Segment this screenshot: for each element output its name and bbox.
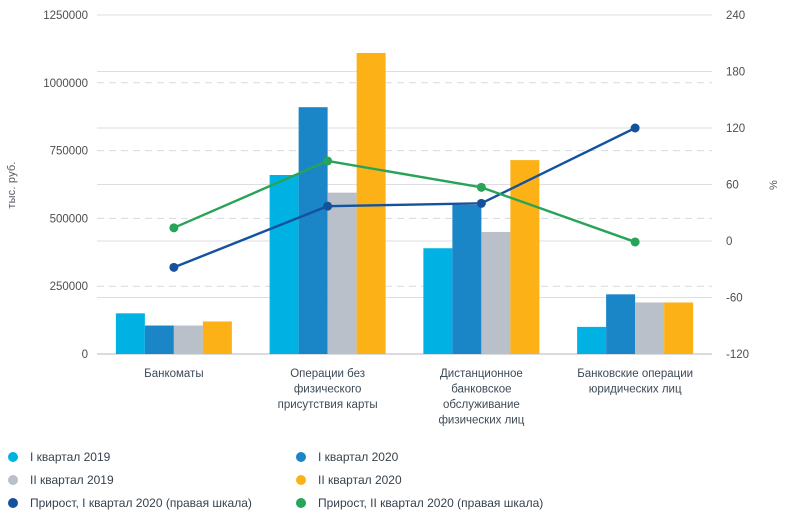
svg-text:-120: -120 <box>726 349 749 361</box>
right-axis-tick-labels: -120 -60 0 60 120 180 240 <box>726 10 749 361</box>
svg-text:180: 180 <box>726 67 745 79</box>
legend-dot-icon <box>8 474 18 485</box>
legend-column-1: I квартал 2019 II квартал 2019 Прирост, … <box>8 448 296 517</box>
legend-label: II квартал 2020 <box>318 472 402 487</box>
bar-series-1 <box>144 107 636 354</box>
svg-text:750000: 750000 <box>50 146 88 158</box>
bar <box>327 192 357 354</box>
bar-series-2 <box>173 192 665 354</box>
line-marker <box>476 198 486 208</box>
gridlines <box>97 14 712 298</box>
legend-dot-icon <box>296 497 306 508</box>
bar <box>664 302 694 354</box>
legend-item: Прирост, I квартал 2020 (правая шкала) <box>8 494 296 511</box>
bar <box>144 325 174 354</box>
legend-item: Прирост, II квартал 2020 (правая шкала) <box>296 494 543 511</box>
legend-dot-icon <box>8 451 18 462</box>
right-axis-title: % <box>768 180 780 190</box>
legend-dot-icon <box>296 474 306 485</box>
bar-series-3 <box>202 52 694 355</box>
legend-item: I квартал 2020 <box>296 448 543 465</box>
bar <box>173 325 203 354</box>
svg-text:-60: -60 <box>726 293 743 305</box>
line-marker <box>323 201 333 211</box>
left-axis-tick-labels: 0 250000 500000 750000 1000000 1250000 <box>43 10 88 361</box>
legend-column-2: I квартал 2020 II квартал 2020 Прирост, … <box>296 448 543 517</box>
legend-item: I квартал 2019 <box>8 448 296 465</box>
chart-area: тыс. руб. % 0 250000 500000 750000 1000000 12… <box>6 10 780 427</box>
bar <box>115 313 145 354</box>
line-marker <box>169 223 179 233</box>
legend-label: Прирост, I квартал 2020 (правая шкала) <box>30 495 252 510</box>
line-series-1 <box>169 156 640 247</box>
legend-label: I квартал 2019 <box>30 449 111 464</box>
svg-text:Банкоматы: Банкоматы <box>144 368 203 380</box>
bar <box>423 248 453 354</box>
line-marker <box>476 182 486 192</box>
legend-label: II квартал 2019 <box>30 472 114 487</box>
bar <box>577 326 607 354</box>
line-marker <box>630 237 640 247</box>
bar <box>635 302 665 354</box>
svg-text:1000000: 1000000 <box>43 78 88 90</box>
svg-text:120: 120 <box>726 123 745 135</box>
svg-text:240: 240 <box>726 10 745 22</box>
legend-label: I квартал 2020 <box>318 449 399 464</box>
svg-text:250000: 250000 <box>50 281 88 293</box>
bar <box>481 231 511 354</box>
combo-bar-line-chart: 0 250000 500000 750000 1000000 1250000 -120 -60… <box>43 10 749 427</box>
legend-dot-icon <box>8 497 18 508</box>
line-marker <box>169 262 179 272</box>
bar <box>356 52 386 355</box>
bar <box>269 175 299 354</box>
line-marker <box>323 156 333 166</box>
chart-legend: I квартал 2019 II квартал 2019 Прирост, … <box>8 448 792 517</box>
bar <box>298 107 328 354</box>
svg-text:60: 60 <box>726 180 739 192</box>
bar <box>452 204 482 354</box>
svg-text:500000: 500000 <box>50 213 88 225</box>
category-labels: Банкоматы Операции без физического присутст… <box>144 368 693 427</box>
legend-item: II квартал 2019 <box>8 471 296 488</box>
left-axis-title: тыс. руб. <box>6 161 18 209</box>
legend-item: II квартал 2020 <box>296 471 543 488</box>
line-series-0 <box>169 123 640 272</box>
svg-text:0: 0 <box>726 236 732 248</box>
line-marker <box>630 123 640 133</box>
legend-dot-icon <box>296 451 306 462</box>
svg-text:1250000: 1250000 <box>43 10 88 22</box>
svg-text:0: 0 <box>82 349 88 361</box>
legend-label: Прирост, II квартал 2020 (правая шкала) <box>318 495 544 510</box>
bar <box>510 160 540 354</box>
bar <box>606 294 636 354</box>
bar <box>202 321 232 354</box>
bar-series-0 <box>115 175 607 354</box>
